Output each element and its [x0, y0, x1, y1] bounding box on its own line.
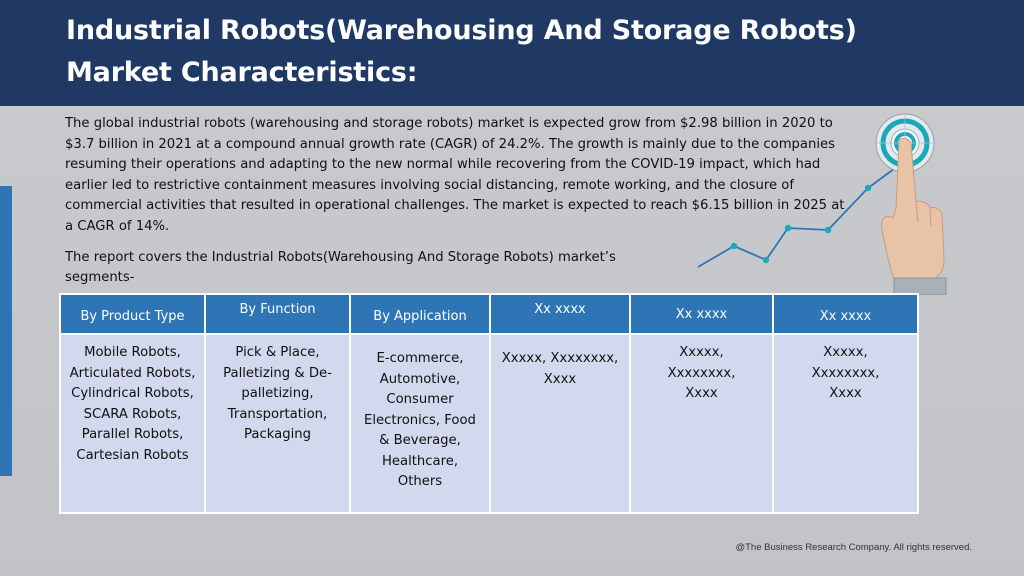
column-header-placeholder-3: Xx xxxx [772, 293, 919, 335]
growth-line-icon [697, 162, 902, 268]
left-accent-bar [0, 186, 12, 476]
cell-applications: E-commerce, Automotive, Consumer Electro… [349, 333, 491, 514]
column-header-product-type: By Product Type [59, 293, 206, 335]
cell-placeholder-2: Xxxxx, Xxxxxxxx, Xxxx [629, 333, 774, 514]
pointing-hand-icon [881, 137, 947, 295]
table-row: Mobile Robots, Articulated Robots, Cylin… [59, 333, 919, 514]
report-segments-text: The report covers the Industrial Robots(… [65, 250, 616, 285]
copyright-footer: @The Business Research Company. All righ… [735, 542, 972, 553]
target-touch-growth-icon [697, 112, 947, 295]
column-header-application: By Application [349, 293, 491, 335]
intro-paragraph: The global industrial robots (warehousin… [65, 116, 845, 234]
cell-product-types: Mobile Robots, Articulated Robots, Cylin… [59, 333, 206, 514]
table-header-row: By Product Type By Function By Applicati… [59, 293, 919, 335]
column-header-placeholder-1: Xx xxxx [489, 293, 631, 335]
column-header-placeholder-2: Xx xxxx [629, 293, 774, 335]
page-title: Industrial Robots(Warehousing And Storag… [66, 15, 857, 88]
cell-functions: Pick & Place, Palletizing & De- palletiz… [204, 333, 351, 514]
segments-table: By Product Type By Function By Applicati… [59, 293, 919, 514]
cell-placeholder-3: Xxxxx, Xxxxxxxx, Xxxx [772, 333, 919, 514]
column-header-function: By Function [204, 293, 351, 335]
cell-placeholder-1: Xxxxx, Xxxxxxxx, Xxxx [489, 333, 631, 514]
title-bar: Industrial Robots(Warehousing And Storag… [0, 0, 1024, 106]
